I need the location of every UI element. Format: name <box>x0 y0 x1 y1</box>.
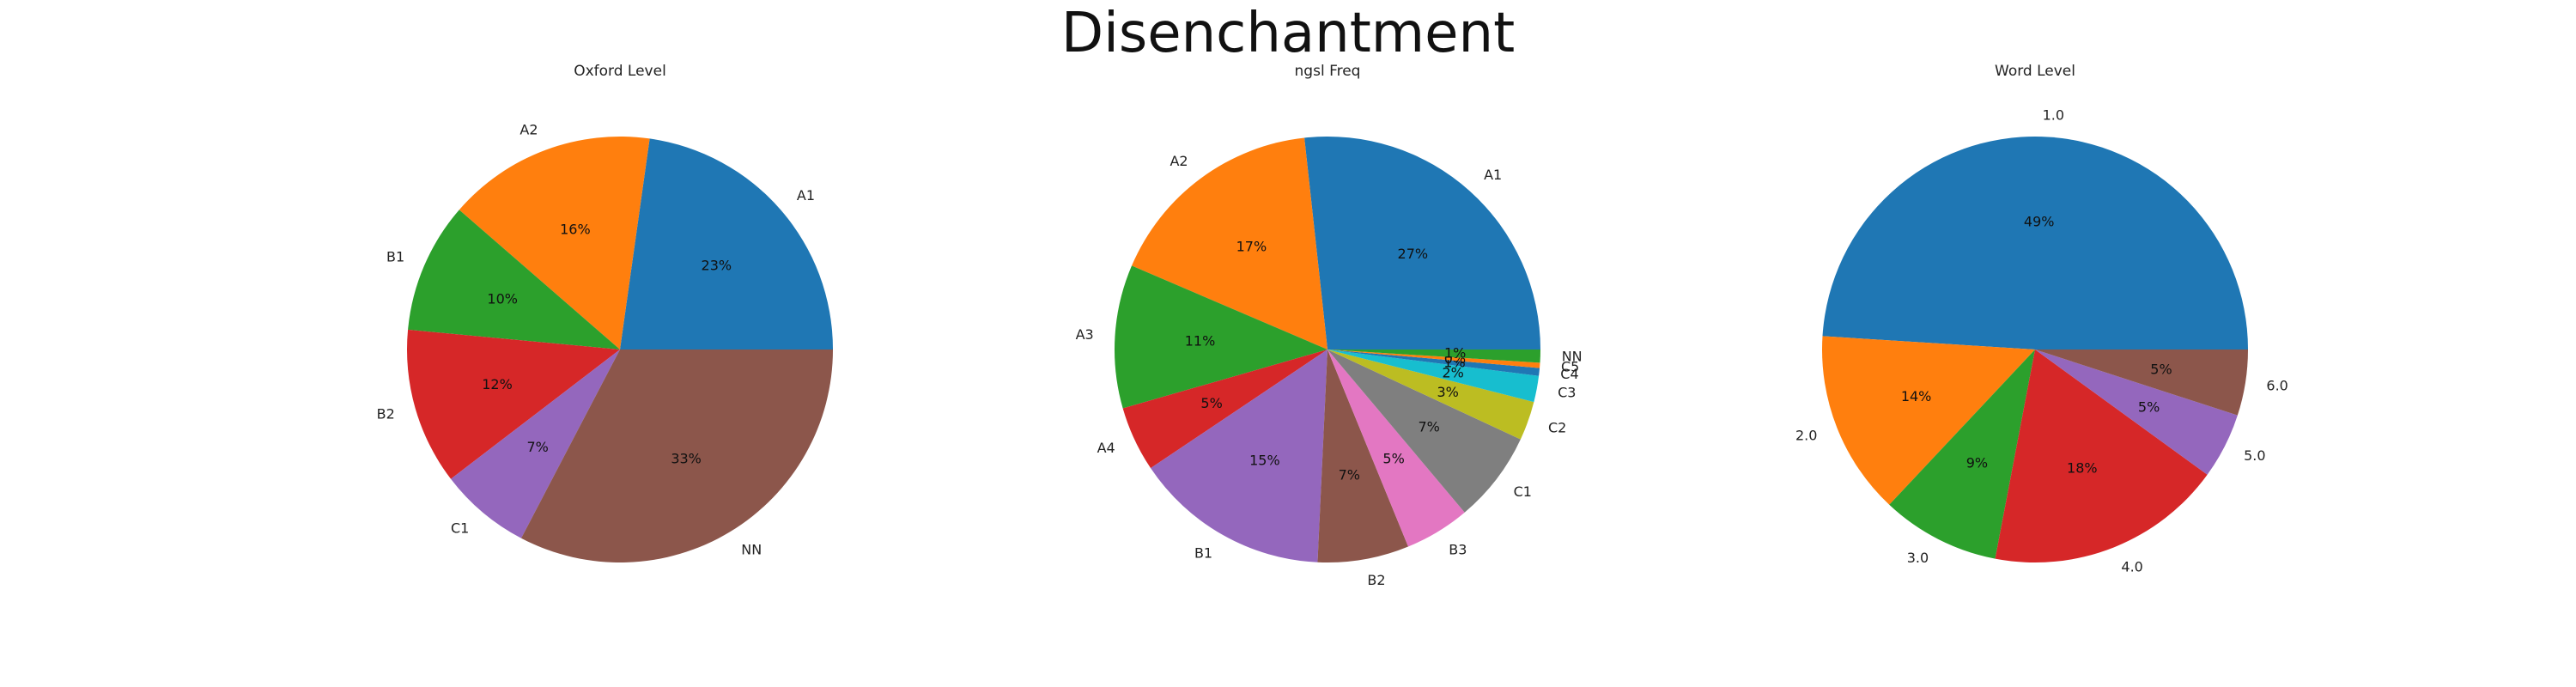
pie-slice-b2 <box>1317 350 1409 562</box>
pie-slice-c1 <box>1327 350 1521 513</box>
slice-percent-label: 5% <box>2138 399 2160 416</box>
slice-percent-label: 2% <box>1443 365 1464 381</box>
slice-percent-label: 7% <box>1419 418 1440 435</box>
slice-category-label: A4 <box>1097 440 1115 456</box>
slice-percent-label: 7% <box>527 439 549 455</box>
pie-subtitle: Word Level <box>1995 63 2075 80</box>
figure-title: Disenchantment <box>1060 2 1516 65</box>
pie-subtitle: ngsl Freq <box>1295 63 1361 80</box>
pie-slice-a2 <box>1132 137 1327 350</box>
slice-category-label: A1 <box>797 187 815 204</box>
slice-category-label: 6.0 <box>2266 378 2287 394</box>
slice-percent-label: 7% <box>1339 467 1360 483</box>
slice-category-label: A1 <box>1484 167 1502 183</box>
pie-slice-a1 <box>620 138 833 350</box>
slice-percent-label: 33% <box>671 450 702 466</box>
slice-percent-label: 9% <box>1966 455 1988 471</box>
slice-category-label: C1 <box>451 520 469 537</box>
slice-percent-label: 10% <box>487 291 518 307</box>
slice-percent-label: 15% <box>1249 453 1280 469</box>
pie-slice-c3 <box>1327 350 1540 403</box>
pie-slice-b2 <box>407 329 620 479</box>
slice-category-label: C3 <box>1558 385 1576 401</box>
pie-slice-6-0 <box>2035 350 2248 416</box>
slice-category-label: A2 <box>1170 153 1188 169</box>
slice-category-label: C2 <box>1548 420 1566 436</box>
pie-slice-b1 <box>408 210 620 350</box>
slice-percent-label: 49% <box>2024 213 2055 229</box>
pie-slice-a2 <box>459 137 650 350</box>
pie-slice-c5 <box>1327 350 1540 368</box>
pie-subtitle: Oxford Level <box>574 63 666 80</box>
pie-slice-nn <box>521 350 833 562</box>
pie-slice-1-0 <box>1822 137 2248 350</box>
slice-category-label: A3 <box>1076 326 1094 343</box>
pie-chart-1: Oxford Level A1 23% A2 16% B1 10% B2 12% C1 7% NN 33… <box>377 63 833 562</box>
pie-slice-a4 <box>1122 350 1327 469</box>
slice-percent-label: 16% <box>560 222 591 238</box>
slice-category-label: B2 <box>377 405 395 422</box>
slice-category-label: C4 <box>1560 366 1578 382</box>
pie-slice-c1 <box>451 350 620 538</box>
slice-category-label: B2 <box>1367 572 1385 588</box>
slice-category-label: A2 <box>519 122 538 138</box>
slice-percent-label: 5% <box>2150 361 2172 377</box>
slice-category-label: 5.0 <box>2244 447 2265 464</box>
slice-percent-label: 18% <box>2067 459 2098 476</box>
slice-percent-label: 12% <box>482 376 513 392</box>
slice-percent-label: 1% <box>1444 345 1466 362</box>
pie-slice-a1 <box>1304 137 1540 350</box>
pie-slice-b1 <box>1151 350 1327 562</box>
slice-percent-label: 11% <box>1185 333 1216 350</box>
slice-category-label: 1.0 <box>2043 106 2064 123</box>
slice-percent-label: 17% <box>1236 238 1267 254</box>
slice-category-label: 4.0 <box>2121 559 2142 575</box>
pie-slice-nn <box>1327 350 1540 363</box>
slice-category-label: NN <box>741 541 762 557</box>
slice-category-label: NN <box>1562 349 1583 365</box>
pie-slice-a3 <box>1114 265 1327 409</box>
slice-category-label: B3 <box>1449 541 1467 557</box>
slice-category-label: B1 <box>386 249 404 265</box>
slice-category-label: 2.0 <box>1795 427 1817 443</box>
pie-chart-3: Word Level 1.0 49% 2.0 14% 3.0 9% 4.0 18% 5.0 5% 6.… <box>1795 63 2288 575</box>
slice-percent-label: 5% <box>1200 395 1222 411</box>
slice-category-label: C1 <box>1514 483 1532 500</box>
pie-slice-c2 <box>1327 350 1534 440</box>
pie-slice-c4 <box>1327 350 1540 376</box>
pie-slice-5-0 <box>2035 350 2238 475</box>
slice-category-label: 3.0 <box>1907 550 1929 566</box>
pie-slice-3-0 <box>1889 350 2035 559</box>
pie-slice-b3 <box>1327 350 1465 547</box>
pie-slice-4-0 <box>1995 350 2208 563</box>
pie-chart-2: ngsl Freq A1 27% A2 17% A3 11% A4 5% B1 15% B2 7% B3 5… <box>1076 63 1583 588</box>
pie-slice-2-0 <box>1822 336 2035 505</box>
slice-category-label: C5 <box>1561 358 1579 374</box>
slice-category-label: B1 <box>1194 545 1212 562</box>
slice-percent-label: 27% <box>1398 246 1429 262</box>
slice-percent-label: 3% <box>1437 384 1459 400</box>
slice-percent-label: 5% <box>1382 450 1404 466</box>
slice-percent-label: 23% <box>702 257 732 273</box>
slice-percent-label: 14% <box>1901 388 1932 404</box>
